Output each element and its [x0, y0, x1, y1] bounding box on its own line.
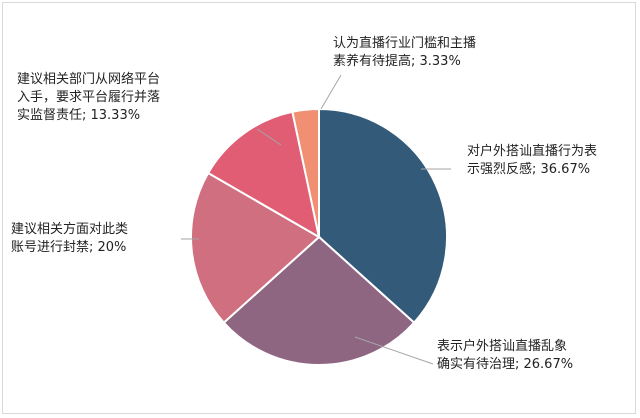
chart-frame: 对户外搭讪直播行为表示强烈反感; 36.67% 表示户外搭讪直播乱象确实有待治理;… — [2, 2, 636, 414]
leader-line-2 — [354, 336, 434, 365]
slice-label-5: 认为直播行业门槛和主播素养有待提高; 3.33% — [333, 36, 476, 69]
slice-label-line-3-2: 账号进行封禁; 20% — [11, 240, 126, 255]
slice-label-line-1-1: 对户外搭讪直播行为表 — [467, 143, 597, 159]
slice-label-line-2-2: 确实有待治理; 26.67% — [437, 357, 573, 372]
pie-chart: 对户外搭讪直播行为表示强烈反感; 36.67% 表示户外搭讪直播乱象确实有待治理;… — [11, 36, 597, 372]
slice-label-line-4-1: 建议相关部门从网络平台 — [17, 71, 160, 87]
slice-label-1: 对户外搭讪直播行为表示强烈反感; 36.67% — [467, 143, 597, 177]
pie-slice-1 — [318, 107, 448, 325]
pie-slice-4 — [206, 110, 321, 239]
slice-label-2: 表示户外搭讪直播乱象确实有待治理; 26.67% — [437, 338, 573, 372]
pie-slice-3 — [190, 171, 321, 325]
slice-label-line-5-2: 素养有待提高; 3.33% — [333, 53, 461, 69]
slice-label-line-2-1: 表示户外搭讪直播乱象 — [437, 338, 567, 354]
slice-label-line-4-2: 入手，要求平台履行并落 — [17, 90, 160, 105]
pie-slice-2 — [222, 235, 416, 366]
leader-line-4 — [256, 128, 282, 146]
pie-slice-5 — [291, 107, 320, 238]
slice-label-3: 建议相关方面对此类账号进行封禁; 20% — [11, 221, 128, 255]
slice-label-line-3-1: 建议相关方面对此类 — [11, 221, 128, 237]
slice-label-line-4-3: 实监督责任; 13.33% — [17, 108, 140, 123]
slice-label-line-5-1: 认为直播行业门槛和主播 — [333, 36, 476, 51]
slice-label-line-1-2: 示强烈反感; 36.67% — [467, 161, 590, 177]
slice-label-4: 建议相关部门从网络平台入手，要求平台履行并落实监督责任; 13.33% — [17, 71, 160, 123]
leader-line-5 — [320, 74, 342, 110]
